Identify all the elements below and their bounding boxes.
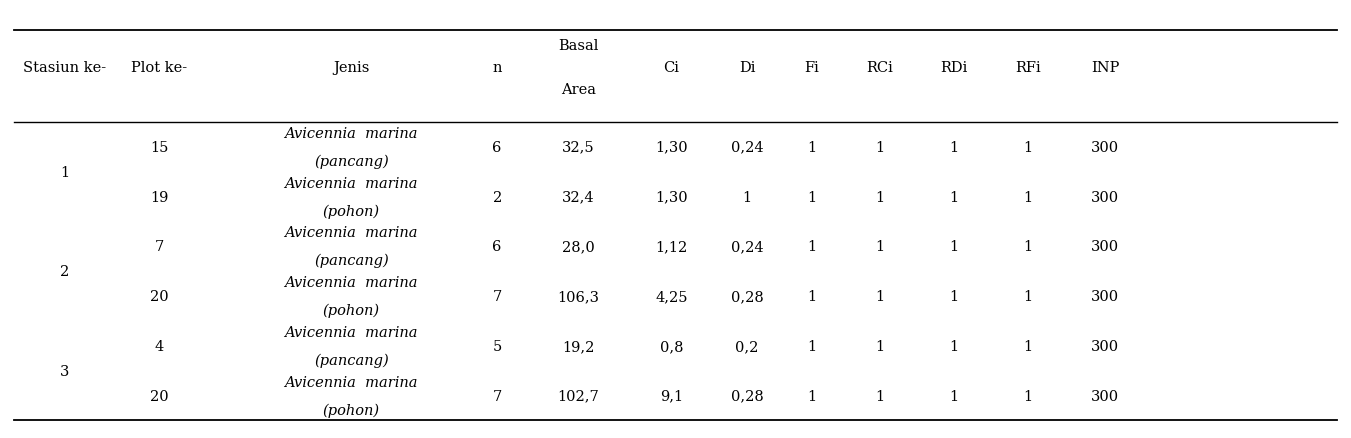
Text: n: n	[492, 61, 503, 75]
Text: 1: 1	[808, 141, 816, 155]
Text: 1: 1	[1024, 190, 1032, 204]
Text: 4,25: 4,25	[655, 290, 688, 304]
Text: Area: Area	[561, 83, 596, 97]
Text: 3: 3	[61, 364, 69, 378]
Text: Basal: Basal	[558, 39, 598, 53]
Text: Avicennia  marina: Avicennia marina	[285, 325, 417, 339]
Text: (pancang): (pancang)	[313, 353, 389, 367]
Text: 1: 1	[808, 389, 816, 403]
Text: (pancang): (pancang)	[313, 154, 389, 169]
Text: Fi: Fi	[804, 61, 820, 75]
Text: 102,7: 102,7	[558, 389, 598, 403]
Text: RCi: RCi	[866, 61, 893, 75]
Text: 1: 1	[743, 190, 751, 204]
Text: (pancang): (pancang)	[313, 254, 389, 268]
Text: 0,2: 0,2	[735, 339, 759, 353]
Text: 0,28: 0,28	[731, 389, 763, 403]
Text: 6: 6	[493, 141, 501, 155]
Text: 1: 1	[950, 190, 958, 204]
Text: 20: 20	[150, 290, 169, 304]
Text: 1: 1	[1024, 389, 1032, 403]
Text: 1: 1	[808, 339, 816, 353]
Text: 32,5: 32,5	[562, 141, 594, 155]
Text: 1: 1	[875, 339, 884, 353]
Text: 0,24: 0,24	[731, 240, 763, 254]
Text: 1: 1	[875, 141, 884, 155]
Text: Stasiun ke-: Stasiun ke-	[23, 61, 107, 75]
Text: 1: 1	[808, 290, 816, 304]
Text: 2: 2	[493, 190, 501, 204]
Text: 4: 4	[155, 339, 163, 353]
Text: 28,0: 28,0	[562, 240, 594, 254]
Text: Di: Di	[739, 61, 755, 75]
Text: 1: 1	[950, 389, 958, 403]
Text: 15: 15	[150, 141, 169, 155]
Text: Jenis: Jenis	[334, 61, 369, 75]
Text: 0,28: 0,28	[731, 290, 763, 304]
Text: 1: 1	[950, 290, 958, 304]
Text: 20: 20	[150, 389, 169, 403]
Text: 300: 300	[1092, 190, 1119, 204]
Text: 1: 1	[808, 240, 816, 254]
Text: Plot ke-: Plot ke-	[131, 61, 188, 75]
Text: 0,24: 0,24	[731, 141, 763, 155]
Text: 1: 1	[875, 389, 884, 403]
Text: Avicennia  marina: Avicennia marina	[285, 375, 417, 389]
Text: 1: 1	[1024, 339, 1032, 353]
Text: 0,8: 0,8	[659, 339, 684, 353]
Text: 5: 5	[493, 339, 501, 353]
Text: 106,3: 106,3	[557, 290, 600, 304]
Text: 1: 1	[1024, 290, 1032, 304]
Text: Avicennia  marina: Avicennia marina	[285, 226, 417, 240]
Text: 1,30: 1,30	[655, 141, 688, 155]
Text: 1: 1	[808, 190, 816, 204]
Text: 1: 1	[875, 290, 884, 304]
Text: 300: 300	[1092, 290, 1119, 304]
Text: 7: 7	[493, 389, 501, 403]
Text: 1,12: 1,12	[655, 240, 688, 254]
Text: 1: 1	[950, 141, 958, 155]
Text: 19,2: 19,2	[562, 339, 594, 353]
Text: 9,1: 9,1	[659, 389, 684, 403]
Text: 300: 300	[1092, 389, 1119, 403]
Text: 2: 2	[61, 265, 69, 279]
Text: Avicennia  marina: Avicennia marina	[285, 127, 417, 141]
Text: 1: 1	[61, 165, 69, 179]
Text: RFi: RFi	[1015, 61, 1042, 75]
Text: 1: 1	[950, 339, 958, 353]
Text: 19: 19	[150, 190, 169, 204]
Text: 300: 300	[1092, 240, 1119, 254]
Text: (pohon): (pohon)	[323, 403, 380, 417]
Text: Avicennia  marina: Avicennia marina	[285, 276, 417, 290]
Text: 32,4: 32,4	[562, 190, 594, 204]
Text: (pohon): (pohon)	[323, 303, 380, 318]
Text: Ci: Ci	[663, 61, 680, 75]
Text: 1,30: 1,30	[655, 190, 688, 204]
Text: 1: 1	[875, 240, 884, 254]
Text: INP: INP	[1090, 61, 1120, 75]
Text: 7: 7	[155, 240, 163, 254]
Text: Avicennia  marina: Avicennia marina	[285, 176, 417, 190]
Text: 300: 300	[1092, 141, 1119, 155]
Text: 6: 6	[493, 240, 501, 254]
Text: 1: 1	[1024, 240, 1032, 254]
Text: 300: 300	[1092, 339, 1119, 353]
Text: RDi: RDi	[940, 61, 967, 75]
Text: (pohon): (pohon)	[323, 204, 380, 218]
Text: 7: 7	[493, 290, 501, 304]
Text: 1: 1	[950, 240, 958, 254]
Text: 1: 1	[1024, 141, 1032, 155]
Text: 1: 1	[875, 190, 884, 204]
